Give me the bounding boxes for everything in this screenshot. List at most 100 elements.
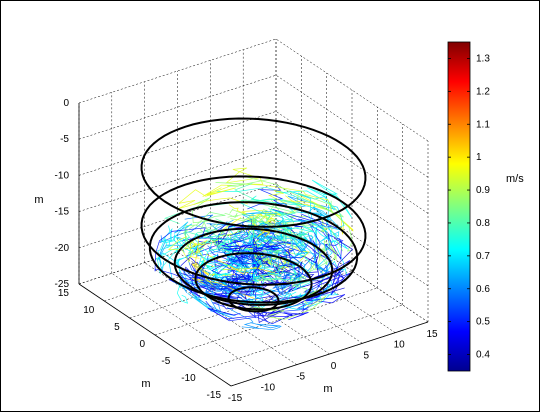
y-tick-label: 5	[114, 322, 120, 333]
trajectory-line	[253, 248, 271, 268]
floor-grid-line	[180, 287, 378, 353]
colorbar-label: m/s	[506, 173, 524, 185]
trajectory-line	[291, 260, 330, 293]
wall-grid-line	[78, 38, 277, 104]
trajectory-line	[184, 268, 245, 298]
x-tick-label: -5	[296, 372, 305, 383]
colorbar-tick-label: 1.1	[476, 119, 490, 130]
axis-ticks: -25 -20 -15 -10 -5 0 -15 -10 -5 0 5 10 15 -15 -10 -5 0 5 1…	[55, 98, 438, 404]
wall-grid-line	[78, 111, 277, 176]
trajectory-line	[191, 197, 220, 249]
colorbar-tick-label: 0.6	[476, 284, 490, 295]
trajectory-line	[154, 227, 207, 283]
z-tick-label: -5	[60, 134, 69, 145]
grid-lines	[78, 38, 429, 387]
trajectory-line	[176, 268, 189, 304]
wall-grid-line	[275, 74, 429, 178]
trajectory-line	[319, 225, 343, 252]
trajectory-line	[256, 245, 280, 262]
trajectory-line	[178, 184, 248, 209]
trajectory-line	[237, 213, 317, 227]
y-tick-label: 15	[58, 288, 70, 299]
colorbar-tick-label: 1.3	[476, 53, 490, 64]
colorbar-tick-label: 0.7	[476, 251, 490, 262]
x-tick-label: 5	[364, 350, 370, 361]
trajectory-line	[172, 221, 203, 253]
trajectory-line	[294, 243, 331, 286]
trajectory-line	[218, 219, 253, 246]
trajectory-line	[248, 234, 254, 246]
trajectory-line	[155, 236, 190, 274]
trajectory-line	[311, 262, 328, 285]
trajectory-line	[195, 211, 226, 231]
y-tick-label: 10	[83, 305, 95, 316]
x-tick-label: 0	[331, 361, 337, 372]
trajectory-line	[193, 232, 231, 253]
x-tick-label: 10	[394, 340, 406, 351]
tank-ring	[148, 201, 359, 304]
y-tick-label: -5	[161, 356, 170, 367]
wall-grid-line	[78, 74, 277, 140]
trajectory-line	[245, 210, 293, 229]
y-tick-label: -15	[207, 390, 222, 401]
x-tick-label: 15	[426, 329, 438, 340]
trajectory-line	[199, 285, 244, 300]
trajectory-line	[240, 218, 338, 266]
x-axis-line	[230, 321, 429, 387]
y-axis-label: m	[141, 378, 150, 390]
trajectory-line	[252, 261, 260, 271]
wall-grid-line	[78, 183, 277, 249]
trajectory-line	[306, 237, 354, 284]
z-tick-label: -20	[55, 243, 70, 254]
trajectory-line	[226, 307, 282, 331]
trajectory-line	[253, 225, 281, 247]
trajectory-line	[250, 195, 302, 216]
z-tick-label: -15	[55, 207, 70, 218]
wall-grid-line	[275, 111, 429, 214]
trajectory-line	[257, 269, 292, 276]
tank-ring	[194, 252, 313, 311]
trajectory-line	[159, 214, 214, 244]
trajectory-line	[189, 217, 242, 259]
colorbar	[447, 41, 471, 372]
colorbar-tick-label: 1.2	[476, 86, 490, 97]
z-axis-label: m	[34, 194, 43, 206]
colorbar-tick-label: 0.5	[476, 317, 490, 328]
trajectory-line	[269, 250, 301, 299]
wall-grid-line	[275, 147, 429, 250]
trajectory-line	[216, 186, 316, 222]
trajectory-line	[273, 271, 345, 302]
trajectory-line	[277, 211, 328, 240]
trajectory-line	[157, 228, 181, 267]
trajectory-line	[259, 220, 290, 247]
wall-grid-line	[275, 38, 429, 142]
trajectory-line	[220, 271, 252, 283]
trajectory-line	[314, 227, 349, 277]
z-tick-label: 0	[63, 98, 69, 109]
wall-grid-line	[275, 219, 429, 323]
trajectory-line	[183, 224, 197, 248]
trajectory-line	[298, 213, 338, 229]
trajectory-line	[268, 190, 288, 205]
trajectory-line	[224, 212, 239, 218]
trajectory-line	[168, 276, 241, 299]
tank-ring	[227, 286, 280, 313]
tank-ring	[173, 227, 334, 306]
trajectory-line	[257, 290, 323, 323]
trajectory-line	[258, 248, 282, 258]
colorbar-tick-label: 0.8	[476, 218, 490, 229]
trajectory-line	[258, 262, 316, 283]
colorbar-tick-label: 1	[476, 152, 482, 163]
trajectory-line	[278, 254, 319, 279]
trajectory-line	[227, 237, 317, 299]
floor-grid-line	[111, 273, 264, 376]
trajectory-line	[164, 225, 249, 269]
trajectory-line	[188, 247, 219, 267]
wall-grid-line	[78, 147, 277, 212]
colorbar-tick-label: 0.4	[476, 350, 490, 361]
x-tick-label: -10	[261, 382, 276, 393]
tank-ring	[140, 117, 367, 228]
trajectory-line	[253, 213, 275, 228]
